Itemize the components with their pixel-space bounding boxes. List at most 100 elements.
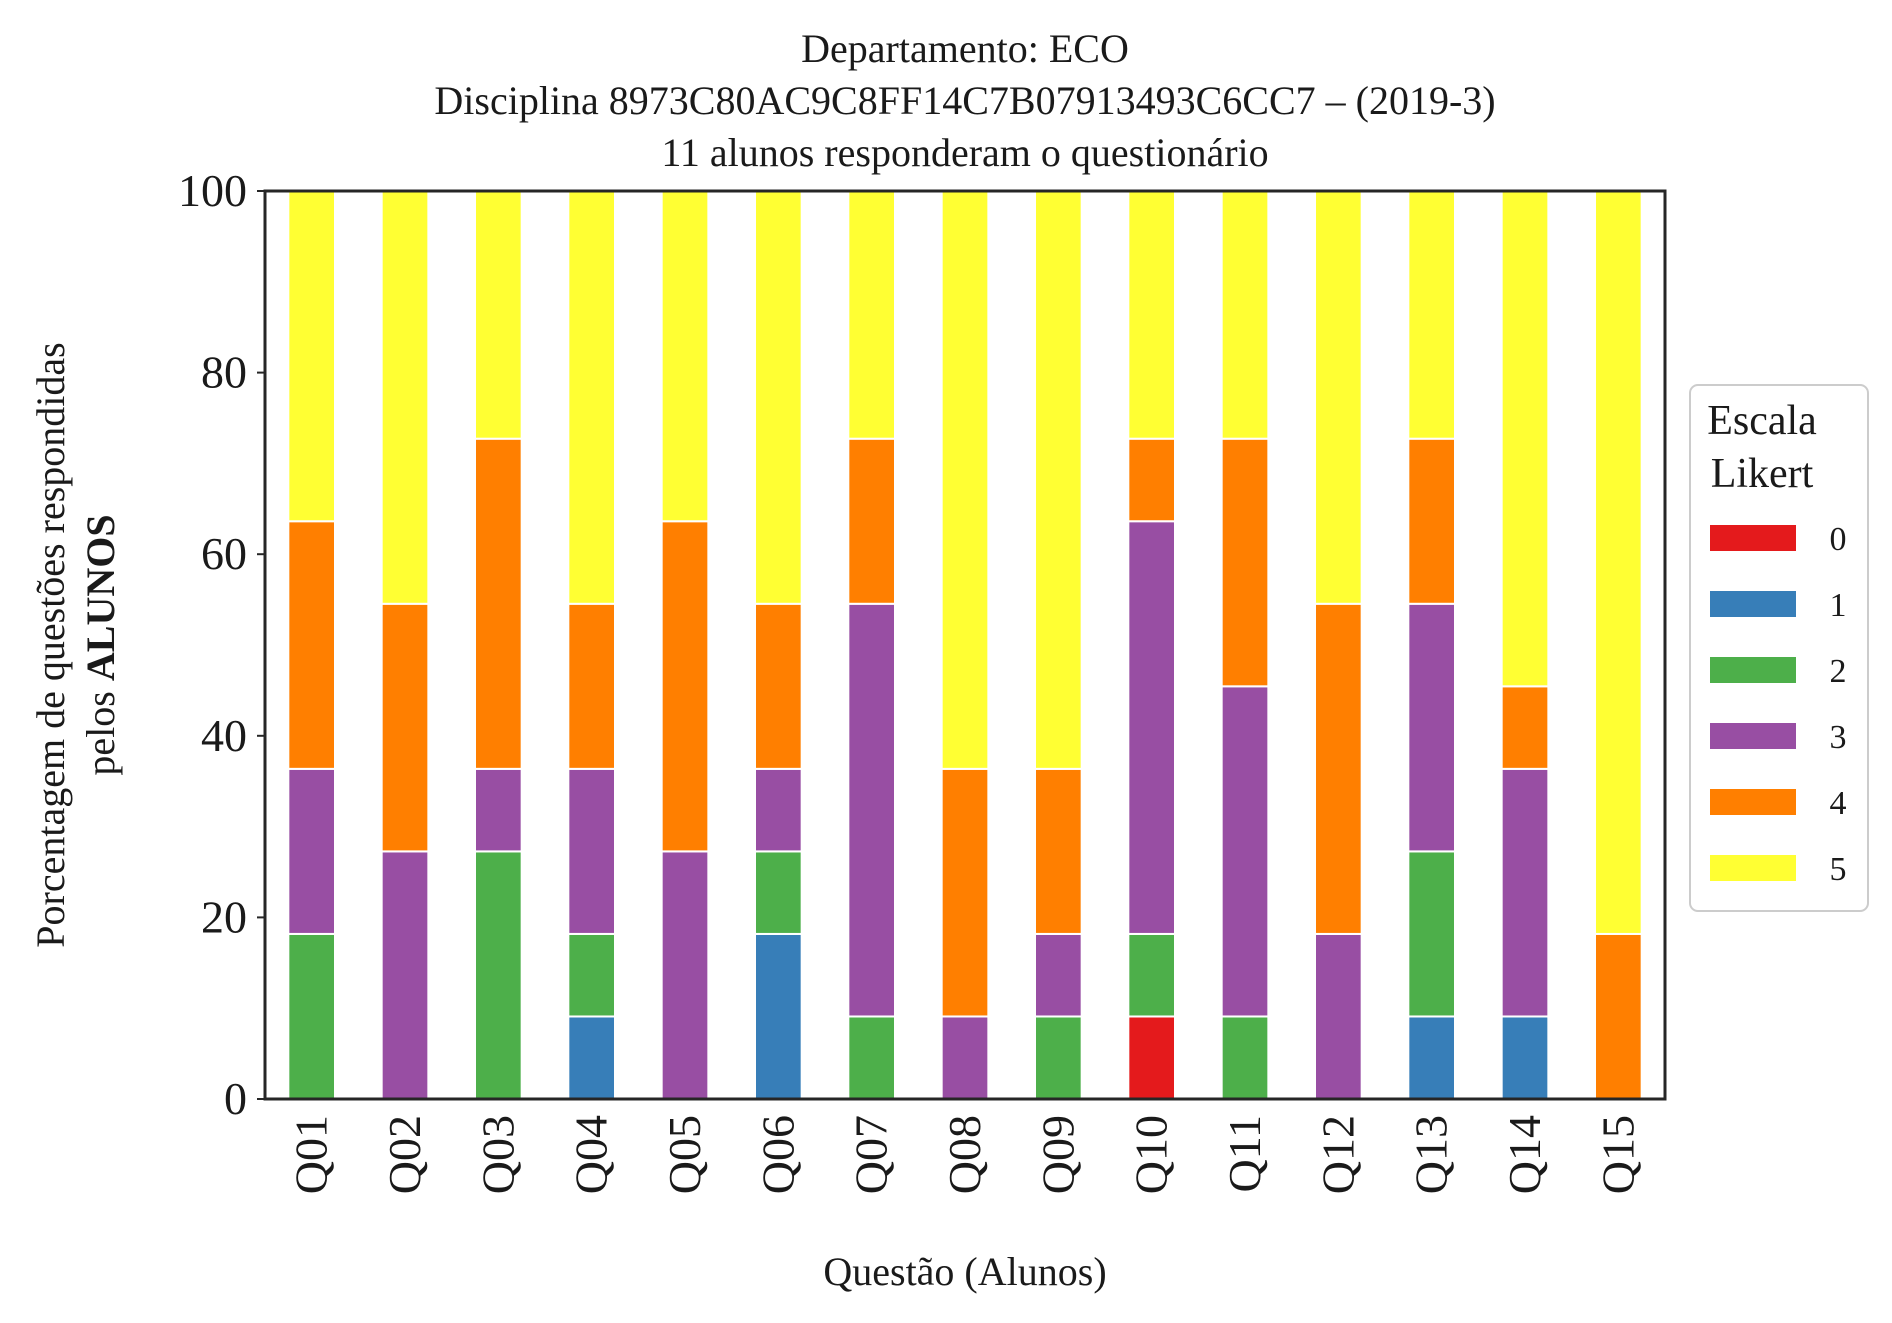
bar-Q08-likert-5	[940, 190, 990, 770]
bar-Q07-likert-5	[847, 190, 897, 440]
bar-Q01-likert-2	[287, 932, 336, 1100]
legend-label-3: 3	[1830, 719, 1847, 756]
legend-swatch-2	[1710, 657, 1796, 683]
bar-Q02-likert-3	[380, 850, 430, 1101]
bar-Q03-likert-4	[474, 437, 523, 770]
bar-Q04-likert-2	[567, 932, 617, 1018]
y-axis-ticks: 0 20 40 60 80 100	[178, 165, 265, 1124]
bar-Q06-likert-5	[754, 190, 803, 605]
x-axis-label: Questão (Alunos)	[823, 1249, 1106, 1294]
legend-frame	[1689, 384, 1869, 912]
bar-Q03-likert-3	[474, 767, 523, 853]
bar-Q13-likert-3	[1407, 602, 1456, 853]
y-tick-label-60: 60	[201, 528, 247, 579]
bar-Q01-likert-5	[287, 190, 336, 523]
x-tick-label-Q15: Q15	[1592, 1115, 1643, 1194]
bar-Q11-likert-2	[1220, 1015, 1270, 1101]
legend-label-1: 1	[1830, 587, 1847, 624]
bar-Q11-likert-4	[1220, 437, 1270, 688]
bar-Q05-likert-3	[660, 850, 710, 1101]
x-tick-label-Q13: Q13	[1406, 1115, 1457, 1194]
bar-Q01-likert-3	[287, 767, 336, 935]
bar-Q05-likert-5	[660, 190, 710, 523]
x-tick-label-Q09: Q09	[1032, 1115, 1083, 1194]
bar-Q05-likert-4	[660, 520, 710, 853]
bar-Q02-likert-4	[380, 602, 430, 853]
y-tick-label-0: 0	[224, 1073, 247, 1124]
bar-Q07-likert-2	[847, 1015, 897, 1101]
bar-Q10-likert-2	[1127, 932, 1176, 1018]
bar-Q04-likert-1	[567, 1015, 617, 1101]
x-tick-label-Q14: Q14	[1499, 1115, 1550, 1194]
legend-label-2: 2	[1830, 653, 1847, 690]
x-tick-label-Q11: Q11	[1219, 1115, 1270, 1193]
bar-Q04-likert-4	[567, 602, 617, 770]
bar-Q12-likert-3	[1314, 932, 1363, 1100]
x-tick-label-Q02: Q02	[379, 1115, 430, 1194]
legend-swatch-5	[1710, 855, 1796, 881]
legend-title-line-1: Escala	[1707, 398, 1817, 444]
x-tick-label-Q04: Q04	[566, 1115, 617, 1194]
legend-swatch-0	[1710, 525, 1796, 551]
bar-Q06-likert-2	[754, 850, 803, 935]
y-tick-label-80: 80	[201, 347, 247, 398]
bar-Q15-likert-5	[1594, 190, 1643, 935]
bar-Q06-likert-3	[754, 767, 803, 853]
x-tick-label-Q06: Q06	[752, 1115, 803, 1194]
bar-Q01-likert-4	[287, 520, 336, 770]
bar-Q04-likert-3	[567, 767, 617, 935]
bar-Q14-likert-4	[1500, 685, 1550, 770]
plot-frame	[263, 189, 1667, 1101]
bar-Q06-likert-1	[754, 932, 803, 1100]
bar-Q08-likert-4	[940, 767, 990, 1018]
legend-swatch-3	[1710, 723, 1796, 749]
bar-Q14-likert-1	[1500, 1015, 1550, 1101]
bar-Q09-likert-2	[1034, 1015, 1083, 1101]
bar-Q09-likert-5	[1034, 190, 1083, 770]
bar-Q13-likert-5	[1407, 190, 1456, 440]
bar-Q13-likert-2	[1407, 850, 1456, 1018]
bar-Q08-likert-3	[940, 1015, 990, 1101]
legend-label-5: 5	[1830, 851, 1847, 888]
legend-items: 0 1 2 3 4 5	[1710, 521, 1847, 888]
bar-Q07-likert-4	[847, 437, 897, 605]
bar-Q07-likert-3	[847, 602, 897, 1018]
legend: Escala Likert 0 1 2 3 4 5	[1689, 384, 1869, 912]
y-axis-label-line-1: Porcentagem de questões respondidas	[28, 342, 73, 947]
x-tick-label-Q05: Q05	[659, 1115, 710, 1194]
bar-Q14-likert-5	[1500, 190, 1550, 688]
y-tick-label-100: 100	[178, 165, 247, 216]
y-axis-label-bold: ALUNOS	[78, 514, 123, 681]
legend-title-line-2: Likert	[1711, 451, 1814, 497]
bar-Q13-likert-1	[1407, 1015, 1456, 1101]
bar-Q06-likert-4	[754, 602, 803, 770]
x-tick-label-Q01: Q01	[286, 1115, 337, 1194]
bar-Q14-likert-3	[1500, 767, 1550, 1018]
title-line-3: 11 alunos responderam o questionário	[661, 130, 1268, 175]
bar-Q11-likert-3	[1220, 685, 1270, 1018]
y-tick-label-20: 20	[201, 891, 247, 942]
legend-swatch-1	[1710, 591, 1796, 617]
bar-Q10-likert-0	[1127, 1015, 1176, 1101]
bars-layer	[287, 190, 1643, 1101]
legend-label-4: 4	[1830, 785, 1847, 822]
bar-Q02-likert-5	[380, 190, 430, 605]
chart-title: Departamento: ECO Disciplina 8973C80AC9C…	[434, 26, 1495, 175]
y-axis-label: Porcentagem de questões respondidas pelo…	[28, 342, 123, 947]
x-tick-label-Q03: Q03	[472, 1115, 523, 1194]
bar-Q03-likert-2	[474, 850, 523, 1101]
bar-Q03-likert-5	[474, 190, 523, 440]
bar-Q09-likert-4	[1034, 767, 1083, 935]
bar-Q10-likert-4	[1127, 437, 1176, 523]
bar-Q12-likert-5	[1314, 190, 1363, 605]
bar-Q12-likert-4	[1314, 602, 1363, 935]
title-line-2: Disciplina 8973C80AC9C8FF14C7B07913493C6…	[434, 78, 1495, 123]
x-tick-label-Q10: Q10	[1126, 1115, 1177, 1194]
bar-Q15-likert-4	[1594, 932, 1643, 1100]
x-tick-label-Q07: Q07	[846, 1115, 897, 1194]
y-axis-label-prefix: pelos	[78, 681, 123, 775]
bar-Q13-likert-4	[1407, 437, 1456, 605]
bar-Q10-likert-3	[1127, 520, 1176, 935]
title-line-1: Departamento: ECO	[801, 26, 1129, 71]
